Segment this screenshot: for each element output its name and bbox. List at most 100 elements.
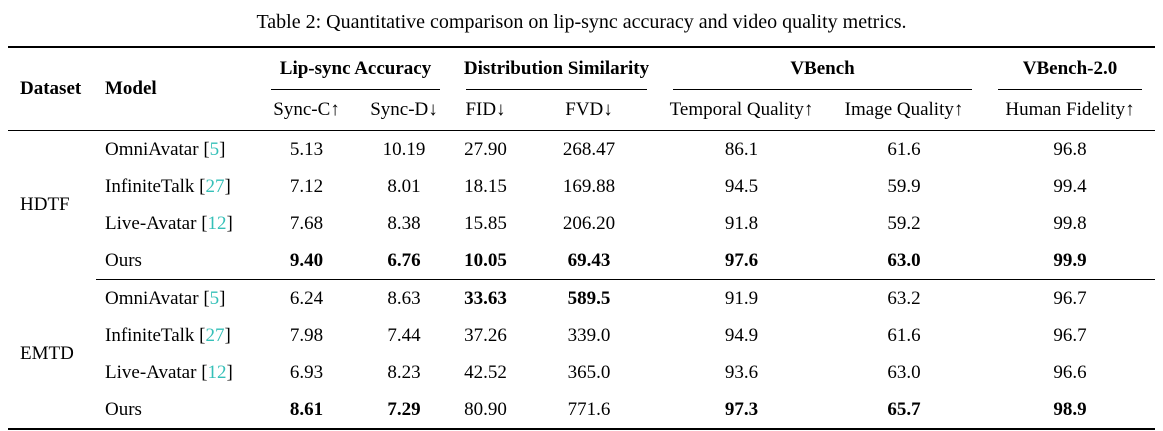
metric-value: 96.8	[1053, 138, 1087, 160]
model-name: Live-Avatar	[105, 361, 197, 383]
metric-value: 80.90	[464, 398, 507, 420]
metric-value: 18.15	[464, 175, 507, 197]
metric-value: 96.7	[1053, 287, 1087, 309]
table-row: InfiniteTalk [27] 7.98 7.44 37.26 339.0 94.9 6…	[8, 317, 1155, 354]
metric-value: 7.44	[387, 324, 421, 346]
group-header-lip-sync-accuracy: Lip-sync Accuracy	[258, 47, 453, 90]
metric-value: 91.9	[724, 287, 759, 309]
model-cell: InfiniteTalk [27]	[105, 324, 231, 346]
metric-value: 61.6	[887, 138, 921, 160]
metric-value: 10.19	[382, 138, 426, 160]
metric-value: 268.47	[562, 138, 616, 160]
table-body: HDTF OmniAvatar [5] 5.13 10.19 27.90 268.47 86…	[8, 131, 1156, 430]
metric-value: 8.61	[289, 398, 324, 420]
table-row: Ours 9.40 6.76 10.05 69.43 97.6 63.0 99.9	[8, 242, 1156, 280]
metric-value: 206.20	[562, 212, 616, 234]
model-cell: Ours	[96, 242, 258, 280]
metric-value: 5.13	[289, 138, 324, 160]
dataset-label: HDTF	[20, 194, 70, 216]
metric-value: 6.24	[289, 287, 324, 309]
model-name: Live-Avatar	[105, 212, 197, 234]
metric-value: 7.12	[289, 175, 324, 197]
model-cell: InfiniteTalk [27]	[105, 175, 231, 197]
metric-value: 8.38	[387, 212, 421, 234]
table-row: Live-Avatar [12] 6.93 8.23 42.52 365.0 93.6 63…	[8, 354, 1155, 391]
metric-value: 98.9	[1053, 398, 1087, 420]
metric-value: 91.8	[724, 212, 759, 234]
metric-value: 63.0	[887, 361, 921, 383]
metric-value: 59.9	[887, 175, 921, 197]
table-row: EMTD OmniAvatar [5] 6.24 8.63 33.63 589.5 91.9…	[8, 280, 1155, 364]
citation-link[interactable]: 5	[209, 287, 220, 309]
table-row: Ours 8.61 7.29 80.90 771.6 97.3 65.7 98.9	[8, 391, 1155, 429]
column-header-image-quality: Image Quality↑	[823, 90, 986, 131]
metric-value: 339.0	[567, 324, 611, 346]
citation-link[interactable]: 12	[207, 361, 227, 383]
metric-value: 96.6	[1053, 361, 1087, 383]
metric-value: 93.6	[724, 361, 759, 383]
metrics-table: Dataset Model Lip-sync Accuracy Distribu…	[8, 46, 1156, 430]
metric-value: 99.8	[1053, 212, 1087, 234]
metric-value: 7.29	[387, 398, 421, 420]
citation-link[interactable]: 5	[209, 138, 220, 160]
column-header-dataset: Dataset	[8, 47, 96, 131]
citation-link[interactable]: 27	[205, 324, 225, 346]
sub-header-row: Sync-C↑ Sync-D↓ FID↓ FVD↓ Temporal Quali…	[8, 90, 1156, 131]
metric-value: 42.52	[464, 361, 507, 383]
dataset-label: EMTD	[20, 342, 74, 364]
model-name: Ours	[105, 249, 142, 271]
table-caption: Table 2: Quantitative comparison on lip-…	[256, 11, 907, 33]
metric-value: 96.7	[1053, 324, 1087, 346]
model-name: InfiniteTalk	[105, 324, 195, 346]
table-row: InfiniteTalk [27] 7.12 8.01 18.15 169.88 94.5…	[8, 168, 1155, 205]
group-header-vbench: VBench	[660, 47, 985, 90]
metric-value: 37.26	[464, 324, 507, 346]
column-header-sync-c: Sync-C↑	[258, 90, 355, 131]
citation-link[interactable]: 12	[207, 212, 227, 234]
metric-value: 365.0	[567, 361, 611, 383]
column-header-fvd: FVD↓	[518, 90, 661, 131]
model-name: OmniAvatar	[105, 138, 199, 160]
group-label: Distribution Similarity	[463, 57, 650, 79]
metric-value: 589.5	[567, 287, 611, 309]
metric-value: 59.2	[887, 212, 921, 234]
column-header-model: Model	[96, 47, 258, 131]
metric-value: 27.90	[464, 138, 507, 160]
metric-value: 8.01	[387, 175, 421, 197]
group-header-distribution-similarity: Distribution Similarity	[453, 47, 660, 90]
metric-value: 65.7	[887, 398, 921, 420]
model-cell: Ours	[96, 391, 258, 429]
metric-value: 63.0	[823, 242, 986, 280]
metric-value: 94.5	[724, 175, 759, 197]
metric-value: 7.98	[289, 324, 324, 346]
metric-value: 61.6	[887, 324, 921, 346]
column-header-temporal-quality: Temporal Quality↑	[660, 90, 824, 131]
column-header-fid: FID↓	[453, 90, 518, 131]
model-name: Ours	[105, 398, 142, 420]
metric-value: 63.2	[887, 287, 921, 309]
model-cell: OmniAvatar [5]	[105, 287, 226, 309]
metric-value: 99.9	[985, 242, 1156, 280]
table-row: Live-Avatar [12] 7.68 8.38 15.85 206.20 91.8 5…	[8, 205, 1155, 242]
metric-value: 771.6	[567, 398, 611, 420]
metric-value: 8.23	[387, 361, 421, 383]
group-header-row: Dataset Model Lip-sync Accuracy Distribu…	[8, 47, 1155, 131]
metric-value: 169.88	[562, 175, 616, 197]
metric-value: 9.40	[258, 242, 355, 280]
metric-value: 33.63	[464, 287, 507, 309]
column-header-human-fidelity: Human Fidelity↑	[985, 90, 1156, 131]
group-label: Lip-sync Accuracy	[279, 57, 432, 79]
model-name: OmniAvatar	[105, 287, 199, 309]
metric-value: 94.9	[724, 324, 759, 346]
metric-value: 15.85	[464, 212, 507, 234]
group-header-vbench-2: VBench-2.0	[985, 47, 1155, 90]
metric-value: 97.3	[724, 398, 759, 420]
metric-value: 99.4	[1053, 175, 1087, 197]
metric-value: 10.05	[453, 242, 518, 280]
model-cell: OmniAvatar [5]	[105, 138, 226, 160]
metric-value: 86.1	[724, 138, 759, 160]
citation-link[interactable]: 27	[205, 175, 225, 197]
metric-value: 6.93	[289, 361, 324, 383]
model-name: InfiniteTalk	[105, 175, 195, 197]
